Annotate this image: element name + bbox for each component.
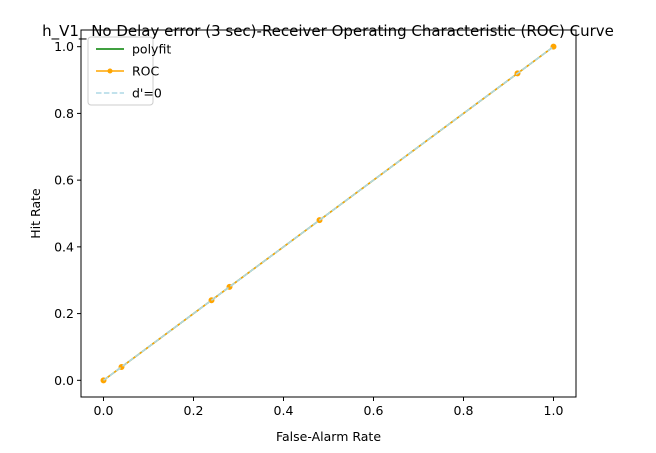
x-tick-label: 0.4 (274, 403, 294, 418)
chart-title: h_V1_ No Delay error (3 sec)-Receiver Op… (42, 22, 614, 41)
legend-label: ROC (132, 64, 160, 79)
legend-label: polyfit (132, 42, 171, 57)
x-tick-label: 0.0 (94, 403, 114, 418)
y-tick-label: 0.4 (54, 239, 74, 254)
y-tick-label: 1.0 (54, 39, 74, 54)
x-tick-label: 0.6 (364, 403, 384, 418)
series-line-2 (103, 46, 554, 381)
y-tick-label: 0.0 (54, 373, 74, 388)
x-axis-ticks: 0.0 0.2 0.4 0.6 0.8 1.0 (94, 397, 564, 418)
x-tick-label: 0.2 (184, 403, 204, 418)
plot-series (100, 43, 557, 384)
x-axis-label: False-Alarm Rate (276, 429, 381, 444)
y-tick-label: 0.2 (54, 306, 74, 321)
legend-marker (107, 68, 113, 74)
plot-frame (80, 29, 577, 398)
y-axis-ticks: 0.0 0.2 0.4 0.6 0.8 1.0 (54, 39, 81, 388)
y-tick-label: 0.6 (54, 173, 74, 188)
x-tick-label: 0.8 (454, 403, 474, 418)
y-axis-label: Hit Rate (28, 188, 43, 239)
x-tick-label: 1.0 (544, 403, 564, 418)
legend: polyfit ROC d'=0 (87, 36, 171, 106)
y-tick-label: 0.8 (54, 106, 74, 121)
legend-label: d'=0 (132, 86, 162, 101)
